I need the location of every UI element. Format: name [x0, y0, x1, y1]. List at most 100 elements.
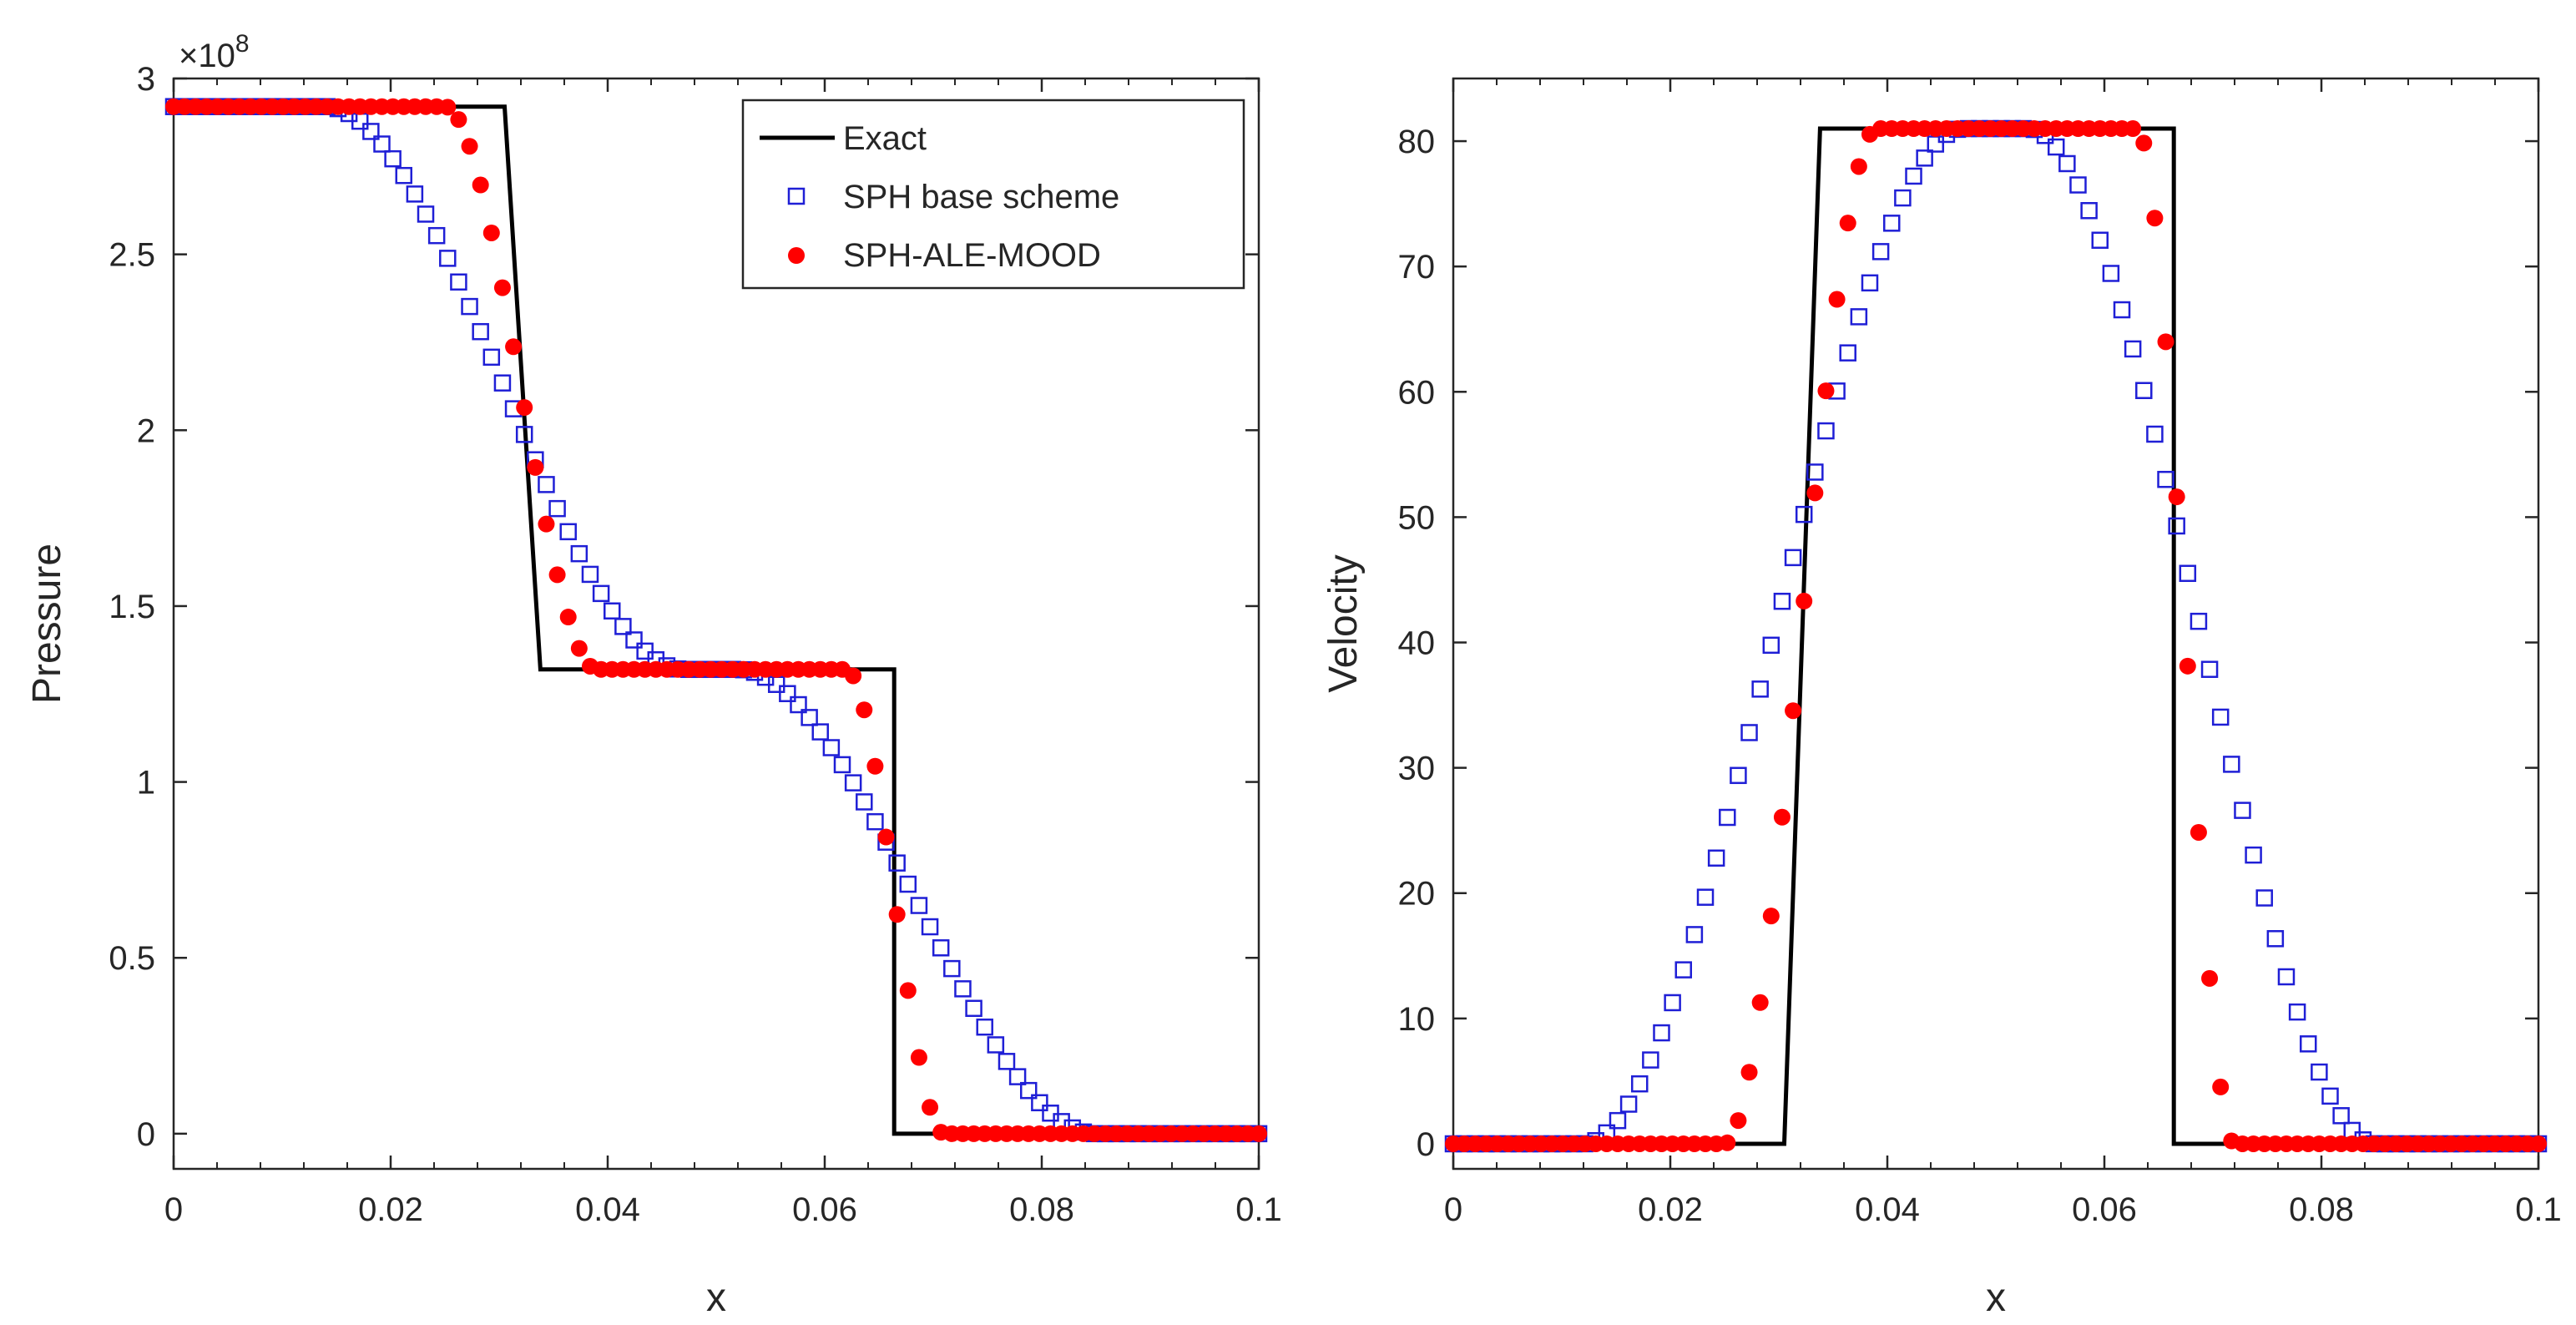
legend-sph-ale-mood-label: SPH-ALE-MOOD	[843, 237, 1101, 274]
y-tick-label: 30	[1398, 751, 1436, 787]
sph-base-marker	[899, 875, 917, 893]
sph-base-marker	[2102, 265, 2120, 282]
sph-base-marker	[1031, 1094, 1048, 1112]
sph-base-marker	[866, 812, 884, 831]
sph-base-marker	[1619, 1095, 1638, 1113]
sph-base-marker	[1773, 592, 1791, 610]
sph-base-marker	[2080, 202, 2098, 220]
sph-ale-mood-marker	[527, 458, 544, 476]
sph-base-marker	[2223, 756, 2240, 773]
sph-ale-mood-marker	[493, 279, 511, 296]
y-tick-label: 3	[137, 61, 155, 98]
sph-base-marker	[2266, 930, 2285, 948]
y-tick-label: 1.5	[109, 589, 155, 625]
sph-base-marker	[362, 123, 380, 140]
sph-base-marker	[987, 1036, 1005, 1054]
sph-base-marker	[1850, 308, 1868, 326]
sph-ale-mood-marker	[2124, 120, 2142, 138]
sph-base-marker	[1719, 808, 1736, 827]
x-tick-label: 0.08	[1009, 1191, 1074, 1228]
legend-sph-base-marker	[787, 187, 806, 205]
sph-ale-mood-marker	[877, 828, 895, 846]
pressure-chart: 0 0.02 0.04 0.06 0.08 0.1 0 0.5 1 1.5 2 2.5 3 x Pres…	[25, 30, 1282, 1320]
sph-ale-mood-marker	[2157, 333, 2174, 351]
sph-base-marker	[1806, 463, 1824, 481]
sph-base-marker	[2200, 660, 2219, 678]
sph-base-marker	[801, 709, 818, 726]
sph-ale-mood-marker	[899, 982, 917, 999]
sph-base-marker	[1762, 636, 1780, 655]
sph-base-marker	[1883, 215, 1901, 232]
sph-ale-mood-marker	[2190, 823, 2207, 841]
y-tick-label: 70	[1398, 249, 1436, 286]
sph-base-marker	[2124, 340, 2142, 358]
legend-box	[741, 99, 1245, 290]
pressure-ticks: 0 0.02 0.04 0.06 0.08 0.1 0 0.5 1 1.5 2 2.5 3	[109, 61, 1281, 1228]
sph-base-marker	[2321, 1087, 2339, 1105]
pressure-series	[164, 98, 1268, 1143]
sph-base-marker	[2157, 470, 2174, 488]
sph-base-marker	[2135, 382, 2153, 400]
sph-ale-mood-marker	[2212, 1078, 2230, 1095]
sph-ale-mood-marker	[538, 515, 555, 533]
sph-ale-mood-marker	[2179, 657, 2196, 675]
sph-ale-mood-marker	[2168, 488, 2185, 506]
sph-base-marker	[559, 523, 577, 541]
sph-base-marker	[1916, 149, 1933, 167]
sph-base-marker	[427, 226, 446, 245]
sph-base-marker	[856, 793, 873, 811]
sph-ale-mood-marker	[1806, 484, 1824, 502]
velocity-y-axis-label: Velocity	[1321, 554, 1366, 692]
sph-ale-mood-marker	[1785, 702, 1802, 720]
sph-ale-mood-marker	[922, 1099, 939, 1116]
sph-base-marker	[417, 205, 435, 223]
sph-base-marker	[822, 739, 841, 756]
sph-base-marker	[2332, 1107, 2350, 1125]
y-tick-label: 2.5	[109, 237, 155, 274]
sph-base-marker	[461, 297, 478, 316]
sph-base-marker	[439, 250, 457, 267]
sph-base-marker	[515, 426, 533, 443]
sph-ale-mood-marker	[1850, 158, 1867, 175]
x-tick-label: 0.02	[358, 1191, 423, 1228]
sph-ale-mood-marker	[2201, 969, 2219, 987]
sph-ale-mood-marker	[1719, 1134, 1736, 1151]
sph-base-marker	[1730, 766, 1747, 785]
sph-ale-mood-marker	[439, 99, 457, 116]
sph-ale-mood-marker	[472, 176, 489, 194]
sph-base-marker	[2277, 968, 2296, 986]
legend-sph-ale-mood-marker	[788, 247, 805, 264]
velocity-ticks: 0 0.02 0.04 0.06 0.08 0.1 0 10 20 30 40 50 60 70 80	[1398, 78, 2562, 1228]
sph-ale-mood-marker	[1817, 382, 1835, 400]
velocity-series	[1444, 119, 2548, 1153]
sph-ale-mood-marker	[1839, 215, 1856, 232]
y-tick-label: 50	[1398, 499, 1436, 536]
sph-ale-mood-marker	[866, 757, 884, 775]
sph-base-marker	[844, 774, 862, 791]
pressure-y-exponent: ×108	[179, 30, 250, 74]
sph-base-marker	[1696, 888, 1715, 906]
sph-base-marker	[592, 584, 610, 603]
sph-base-marker	[2245, 846, 2262, 864]
sph-base-marker	[1653, 1024, 1670, 1042]
sph-base-marker	[1019, 1081, 1038, 1100]
sph-ale-mood-marker	[2146, 210, 2164, 227]
sph-base-marker	[2288, 1003, 2306, 1021]
sph-ale-mood-marker	[461, 138, 478, 155]
sph-base-marker	[1642, 1051, 1659, 1069]
sph-ale-mood-marker	[548, 566, 566, 584]
x-tick-label: 0	[1444, 1191, 1462, 1228]
sph-ale-mood-marker	[505, 338, 523, 356]
x-tick-label: 0.06	[2072, 1191, 2137, 1228]
sph-base-marker	[406, 185, 424, 203]
sph-base-marker	[833, 756, 851, 774]
sph-base-marker	[910, 897, 928, 914]
sph-base-marker	[1861, 274, 1879, 292]
y-tick-label: 60	[1398, 374, 1436, 411]
sph-base-marker	[604, 602, 621, 620]
sph-ale-mood-marker	[1762, 908, 1780, 925]
sph-base-marker	[1795, 505, 1813, 523]
sph-base-marker	[395, 166, 413, 185]
sph-base-marker	[943, 959, 961, 978]
sph-base-marker	[1894, 189, 1912, 207]
